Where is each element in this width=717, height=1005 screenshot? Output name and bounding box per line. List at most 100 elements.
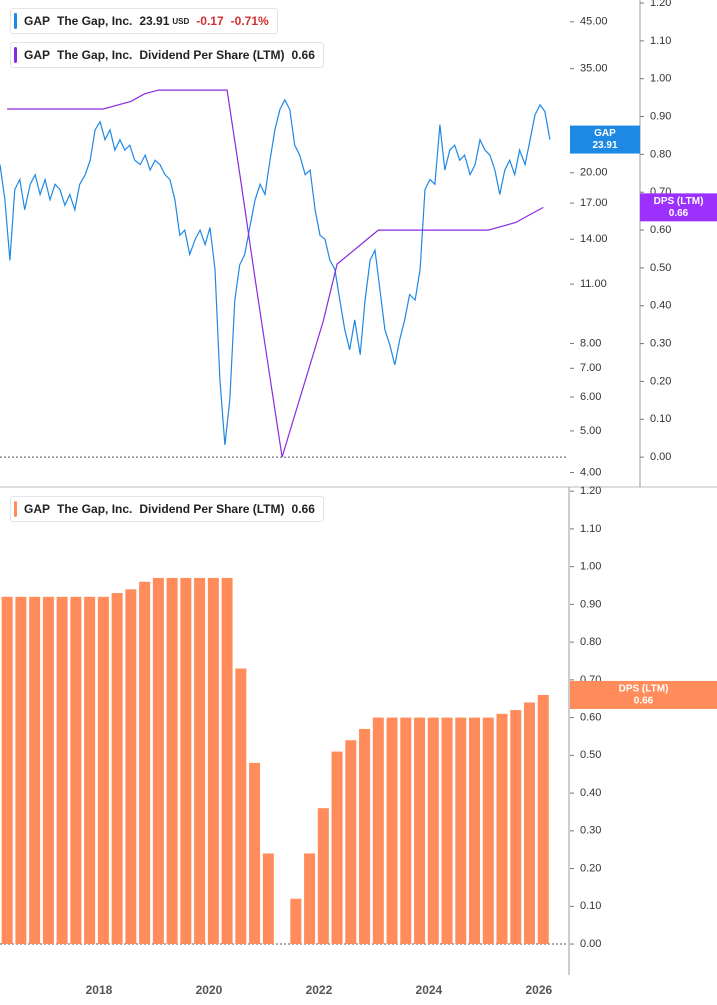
bar (152, 577, 164, 945)
bar (56, 596, 68, 945)
legend-swatch (14, 13, 17, 29)
legend-name: The Gap, Inc. (57, 14, 133, 28)
bar (455, 717, 467, 945)
bar (235, 668, 247, 945)
bar (262, 853, 274, 945)
y-tick-label: 0.40 (580, 787, 601, 799)
legend-swatch (14, 47, 17, 63)
legend-currency: USD (172, 16, 190, 26)
bar (125, 589, 137, 945)
bar (427, 717, 439, 945)
legend-swatch (14, 501, 17, 517)
bar (524, 702, 536, 945)
bar (345, 740, 357, 945)
bar (1, 596, 13, 945)
x-tick-label: 2022 (306, 983, 333, 997)
bar (482, 717, 494, 945)
y-tick-label: 14.00 (580, 233, 608, 245)
y-tick-label: 17.00 (580, 197, 608, 209)
bar (441, 717, 453, 945)
legend-entry: GAP The Gap, Inc. Dividend Per Share (LT… (10, 42, 324, 68)
legend-name: The Gap, Inc. (57, 502, 133, 516)
legend-change-percent: -0.71% (230, 14, 269, 28)
legend-name: The Gap, Inc. (57, 48, 133, 62)
y-tick-label: 7.00 (580, 362, 601, 374)
bar (29, 596, 41, 945)
bar (496, 713, 508, 945)
legend-entry: GAP The Gap, Inc. 23.91 USD -0.17 -0.71% (10, 8, 278, 34)
badge-value: 0.66 (669, 208, 689, 219)
y-tick-label: 45.00 (580, 16, 608, 28)
y-tick-label: 0.10 (580, 900, 601, 912)
y2-tick-label: 0.30 (650, 337, 671, 349)
bar (372, 717, 384, 945)
bar (331, 751, 343, 945)
bar (166, 577, 178, 945)
bar (290, 898, 302, 945)
y2-tick-label: 0.50 (650, 262, 671, 274)
legend-value: 0.66 (291, 48, 315, 62)
y2-tick-label: 1.20 (650, 0, 671, 9)
series-line (0, 98, 551, 445)
y-tick-label: 0.30 (580, 825, 601, 837)
y-tick-label: 0.60 (580, 712, 601, 724)
bar (537, 694, 549, 945)
y2-tick-label: 1.00 (650, 73, 671, 85)
badge-label: DPS (LTM) (619, 684, 669, 695)
bar (510, 710, 522, 945)
badge-value: 0.66 (634, 696, 654, 707)
y-tick-label: 6.00 (580, 391, 601, 403)
y-tick-label: 0.90 (580, 598, 601, 610)
bar (180, 577, 192, 945)
y2-tick-label: 1.10 (650, 35, 671, 47)
series-line (7, 89, 544, 458)
y-tick-label: 5.00 (580, 425, 601, 437)
y2-tick-label: 0.80 (650, 148, 671, 160)
bar (207, 577, 219, 945)
y-tick-label: 1.10 (580, 523, 601, 535)
x-tick-label: 2018 (86, 983, 113, 997)
bar (359, 728, 371, 945)
legend-entry: GAP The Gap, Inc. Dividend Per Share (LT… (10, 496, 324, 522)
y2-tick-label: 0.10 (650, 413, 671, 425)
y-tick-label: 0.20 (580, 862, 601, 874)
y-tick-label: 4.00 (580, 466, 601, 478)
bar (15, 596, 27, 945)
x-tick-label: 2024 (416, 983, 443, 997)
legend-value: 0.66 (291, 502, 315, 516)
legend-change: -0.17 (196, 14, 224, 28)
y-tick-label: 20.00 (580, 167, 608, 179)
x-tick-label: 2026 (526, 983, 553, 997)
value-badge (640, 193, 717, 222)
bar (97, 596, 109, 945)
y2-tick-label: 0.90 (650, 110, 671, 122)
y2-tick-label: 0.20 (650, 375, 671, 387)
y2-tick-label: 0.60 (650, 224, 671, 236)
bar (304, 853, 316, 945)
bar (84, 596, 96, 945)
value-badge (570, 680, 717, 709)
bar (139, 581, 151, 945)
badge-value: 23.91 (592, 140, 617, 151)
badge-label: GAP (594, 128, 616, 139)
bar (386, 717, 398, 945)
legend-ticker: GAP (24, 48, 51, 62)
y-tick-label: 11.00 (580, 278, 607, 290)
legend-ticker: GAP (24, 14, 51, 28)
legend-metric: Dividend Per Share (LTM) (139, 502, 285, 516)
badge-label: DPS (LTM) (654, 196, 704, 207)
y-tick-label: 0.50 (580, 749, 601, 761)
y-tick-label: 1.00 (580, 561, 601, 573)
y-tick-label: 1.20 (580, 485, 601, 497)
bar (42, 596, 54, 945)
bar (70, 596, 82, 945)
legend-value: 23.91 (139, 14, 170, 28)
x-tick-label: 2020 (196, 983, 223, 997)
y-tick-label: 0.80 (580, 636, 601, 648)
bar (317, 808, 329, 945)
bar (469, 717, 481, 945)
y-tick-label: 8.00 (580, 337, 601, 349)
bar (221, 577, 233, 945)
